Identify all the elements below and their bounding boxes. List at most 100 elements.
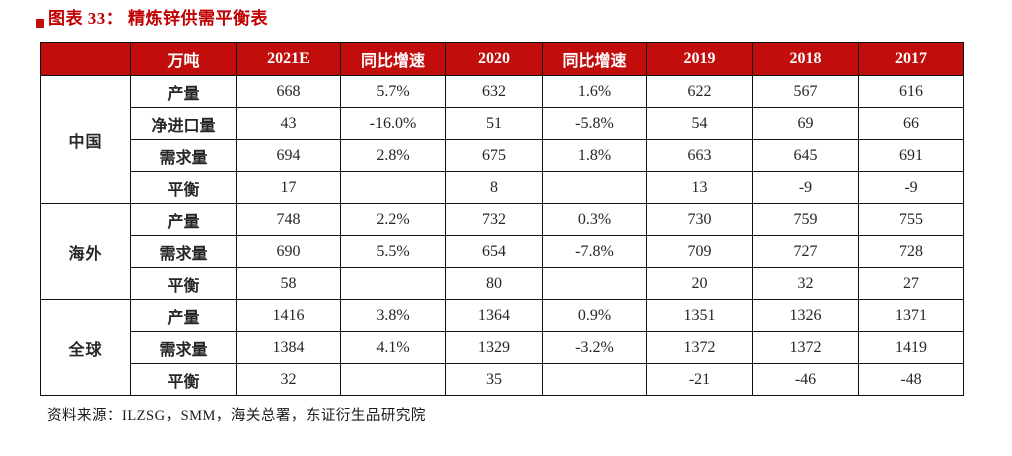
- table-row: 平衡 58 80 20 32 27: [41, 267, 964, 300]
- row-label: 产量: [130, 75, 237, 108]
- table-cell: 1419: [858, 331, 964, 364]
- table-cell: 5.7%: [340, 75, 446, 108]
- table-cell: 32: [752, 267, 859, 300]
- table-cell: 27: [858, 267, 964, 300]
- table-row: 需求量 694 2.8% 675 1.8% 663 645 691: [41, 139, 964, 172]
- table-cell: 632: [445, 75, 543, 108]
- table-cell: 35: [445, 363, 543, 396]
- column-header-blank: [40, 42, 131, 76]
- row-label: 平衡: [130, 171, 237, 204]
- column-header-2019: 2019: [646, 42, 753, 76]
- table-cell: 709: [646, 235, 753, 268]
- column-header-yoy-2: 同比增速: [542, 42, 647, 76]
- table-cell: 1372: [752, 331, 859, 364]
- table-cell: 1.6%: [542, 75, 647, 108]
- table-cell: [542, 363, 647, 396]
- column-header-2021e: 2021E: [236, 42, 341, 76]
- column-header-2018: 2018: [752, 42, 859, 76]
- table-cell: 668: [236, 75, 341, 108]
- region-group-overseas: 海外: [40, 203, 131, 300]
- table-cell: 20: [646, 267, 753, 300]
- table-cell: 690: [236, 235, 341, 268]
- table-cell: 3.8%: [340, 299, 446, 332]
- table-cell: 69: [752, 107, 859, 140]
- column-header-yoy-1: 同比增速: [340, 42, 446, 76]
- figure-title-row: 图表 33： 精炼锌供需平衡表: [36, 7, 268, 31]
- table-cell: [340, 171, 446, 204]
- zinc-supply-demand-table: 万吨 2021E 同比增速 2020 同比增速 2019 2018 2017 中…: [40, 42, 964, 396]
- table-cell: 2.2%: [340, 203, 446, 236]
- table-cell: [340, 267, 446, 300]
- table-cell: -7.8%: [542, 235, 647, 268]
- table-cell: 755: [858, 203, 964, 236]
- table-cell: 1329: [445, 331, 543, 364]
- table-cell: -3.2%: [542, 331, 647, 364]
- table-cell: [542, 267, 647, 300]
- data-source-note: 资料来源：ILZSG，SMM，海关总署，东证衍生品研究院: [47, 408, 426, 424]
- table-cell: 2.8%: [340, 139, 446, 172]
- table-cell: 32: [236, 363, 341, 396]
- table-cell: 17: [236, 171, 341, 204]
- table-cell: 654: [445, 235, 543, 268]
- table-cell: [542, 171, 647, 204]
- table-cell: 4.1%: [340, 331, 446, 364]
- figure-title: 图表 33： 精炼锌供需平衡表: [48, 9, 268, 28]
- table-cell: [340, 363, 446, 396]
- table-cell: 694: [236, 139, 341, 172]
- table-cell: 759: [752, 203, 859, 236]
- row-label: 产量: [130, 299, 237, 332]
- table-cell: 691: [858, 139, 964, 172]
- table-cell: -21: [646, 363, 753, 396]
- table-row: 全球 产量 1416 3.8% 1364 0.9% 1351 1326 1371: [40, 299, 964, 396]
- table-cell: -16.0%: [340, 107, 446, 140]
- table-cell: 5.5%: [340, 235, 446, 268]
- column-header-2017: 2017: [858, 42, 964, 76]
- table-cell: -48: [858, 363, 964, 396]
- table-cell: 66: [858, 107, 964, 140]
- table-cell: 51: [445, 107, 543, 140]
- row-label: 需求量: [130, 235, 237, 268]
- table-cell: 1372: [646, 331, 753, 364]
- table-cell: 622: [646, 75, 753, 108]
- row-label: 需求量: [130, 139, 237, 172]
- table-cell: 675: [445, 139, 543, 172]
- table-cell: -9: [752, 171, 859, 204]
- table-cell: 1416: [236, 299, 341, 332]
- table-cell: 1.8%: [542, 139, 647, 172]
- table-cell: -46: [752, 363, 859, 396]
- table-cell: 1371: [858, 299, 964, 332]
- table-row: 中国 产量 668 5.7% 632 1.6% 622 567 616: [40, 75, 964, 204]
- table-cell: 1326: [752, 299, 859, 332]
- region-group-china: 中国: [40, 75, 131, 204]
- row-label: 需求量: [130, 331, 237, 364]
- table-cell: 1384: [236, 331, 341, 364]
- table-cell: 567: [752, 75, 859, 108]
- table-cell: 43: [236, 107, 341, 140]
- table-row: 需求量 690 5.5% 654 -7.8% 709 727 728: [41, 235, 964, 268]
- row-label: 净进口量: [130, 107, 237, 140]
- table-cell: 728: [858, 235, 964, 268]
- table-container: 万吨 2021E 同比增速 2020 同比增速 2019 2018 2017 中…: [40, 42, 964, 396]
- red-square-bullet-icon: [36, 19, 44, 28]
- table-cell: 645: [752, 139, 859, 172]
- table-cell: 80: [445, 267, 543, 300]
- table-cell: 748: [236, 203, 341, 236]
- column-header-unit: 万吨: [130, 42, 237, 76]
- table-cell: 663: [646, 139, 753, 172]
- table-cell: 1351: [646, 299, 753, 332]
- table-row: 平衡 32 35 -21 -46 -48: [41, 363, 964, 396]
- table-cell: 58: [236, 267, 341, 300]
- table-cell: 1364: [445, 299, 543, 332]
- table-row: 海外 产量 748 2.2% 732 0.3% 730 759 755: [40, 203, 964, 300]
- table-row: 需求量 1384 4.1% 1329 -3.2% 1372 1372 1419: [41, 331, 964, 364]
- column-header-2020: 2020: [445, 42, 543, 76]
- table-row: 平衡 17 8 13 -9 -9: [41, 171, 964, 204]
- table-cell: 8: [445, 171, 543, 204]
- region-group-global: 全球: [40, 299, 131, 396]
- table-cell: 727: [752, 235, 859, 268]
- row-label: 平衡: [130, 267, 237, 300]
- table-cell: 13: [646, 171, 753, 204]
- table-cell: 0.9%: [542, 299, 647, 332]
- table-cell: 616: [858, 75, 964, 108]
